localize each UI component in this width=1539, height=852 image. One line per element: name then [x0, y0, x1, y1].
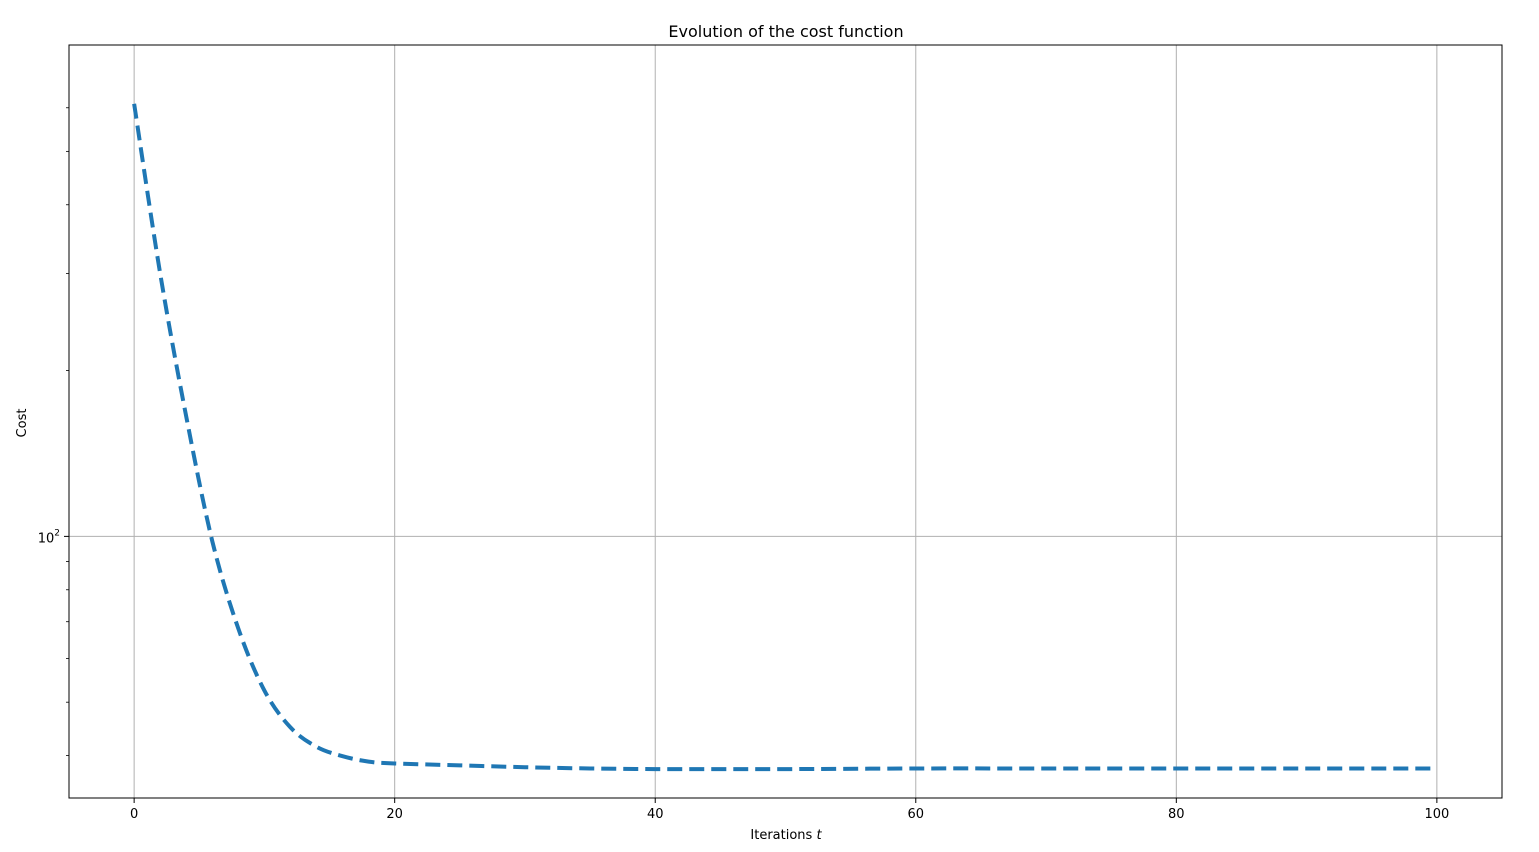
- x-tick-label: 80: [1168, 807, 1185, 822]
- axes-frame: [68, 44, 1503, 799]
- x-tick-label: 60: [907, 807, 924, 822]
- x-tick-label: 20: [386, 807, 403, 822]
- y-tick-label: 102: [38, 528, 60, 546]
- x-tick-label: 0: [130, 807, 138, 822]
- cost-series-line: [132, 103, 1437, 772]
- y-axis-title: Cost: [15, 409, 30, 438]
- x-axis-title-text: Iterations: [750, 828, 812, 843]
- plot-area: 0 20 40 60 80 100 102: [38, 44, 1503, 822]
- x-axis-title-variable: t: [816, 828, 822, 843]
- y-tick-label-base: 10: [38, 531, 55, 546]
- x-tick-label: 100: [1424, 807, 1449, 822]
- y-tick-label-exponent: 2: [54, 528, 60, 538]
- x-tick-label: 40: [647, 807, 664, 822]
- chart-title: Evolution of the cost function: [668, 22, 903, 41]
- x-axis-title: Iterations t: [750, 828, 822, 843]
